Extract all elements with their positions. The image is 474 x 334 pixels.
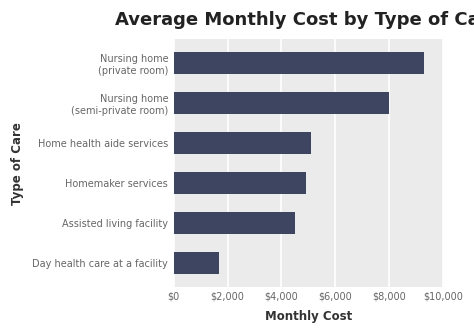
Bar [174,172,306,194]
Bar [174,52,424,74]
Y-axis label: Type of Care: Type of Care [11,122,24,205]
Bar [174,252,219,274]
Title: Average Monthly Cost by Type of Care: Average Monthly Cost by Type of Care [116,11,474,29]
Bar [174,212,295,234]
Bar [174,92,389,114]
Bar [174,132,311,154]
X-axis label: Monthly Cost: Monthly Cost [264,310,352,323]
